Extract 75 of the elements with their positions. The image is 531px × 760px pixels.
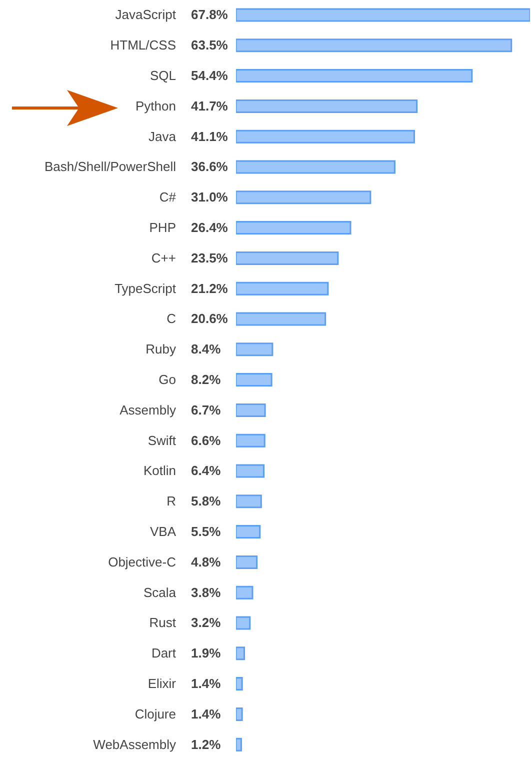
bar [236, 130, 415, 144]
data-label: 23.5% [191, 250, 228, 266]
data-label: 20.6% [191, 311, 228, 326]
y-tick-label: VBA [150, 524, 176, 539]
bar [236, 373, 272, 387]
data-label: 6.7% [191, 402, 222, 418]
bar [236, 677, 243, 691]
data-label: 31.0% [191, 190, 228, 205]
y-tick-label: Dart [151, 646, 176, 661]
bar [236, 221, 352, 235]
data-label: 3.8% [191, 584, 222, 600]
bar [236, 312, 326, 326]
y-tick-label: Java [148, 128, 177, 144]
data-label: 41.1% [191, 128, 228, 144]
bar [236, 38, 512, 52]
y-tick-label: Python [136, 98, 176, 114]
data-label: 5.5% [191, 524, 222, 539]
bar [236, 646, 245, 660]
y-tick-label: C++ [151, 250, 176, 266]
y-tick-label: PHP [149, 220, 176, 235]
data-label: 21.2% [191, 280, 228, 296]
bar [236, 616, 251, 630]
data-label: 5.8% [191, 494, 222, 509]
y-tick-label: Bash/Shell/PowerShell [44, 159, 176, 174]
y-tick-label: Objective-C [108, 554, 176, 570]
data-label: 3.2% [191, 615, 222, 630]
bar [236, 403, 266, 417]
bar [236, 738, 242, 752]
bar [236, 707, 243, 721]
bar [236, 99, 418, 113]
y-tick-label: JavaScript [115, 7, 176, 22]
y-tick-label: Rust [149, 615, 176, 630]
y-tick-label: Swift [148, 432, 176, 448]
bar [236, 8, 530, 22]
y-tick-label: C [166, 311, 176, 326]
data-label: 1.2% [191, 736, 222, 752]
data-label: 26.4% [191, 220, 228, 235]
bar [236, 586, 254, 600]
bar [236, 69, 473, 83]
bar [236, 251, 339, 265]
y-tick-label: Scala [143, 584, 177, 600]
y-tick-label: Elixir [148, 676, 177, 691]
y-tick-label: Go [158, 372, 176, 387]
y-tick-label: Clojure [134, 706, 176, 722]
data-label: 54.4% [191, 68, 228, 83]
data-label: 8.4% [191, 342, 222, 357]
data-label: 4.8% [191, 554, 222, 570]
data-label: 41.7% [191, 98, 228, 114]
data-label: 1.4% [191, 676, 222, 691]
bar [236, 282, 329, 296]
y-tick-label: R [166, 494, 176, 509]
y-tick-label: Kotlin [143, 463, 176, 478]
y-tick-label: Ruby [146, 342, 176, 357]
bar [236, 190, 372, 204]
data-label: 6.6% [191, 432, 222, 448]
data-label: 36.6% [191, 159, 228, 174]
y-tick-label: C# [159, 190, 177, 205]
bar [236, 434, 266, 448]
data-label: 1.9% [191, 646, 222, 661]
bar [236, 525, 261, 539]
data-label: 63.5% [191, 38, 228, 53]
bar [236, 464, 264, 478]
data-label: 8.2% [191, 372, 222, 387]
y-tick-label: WebAssembly [93, 736, 176, 752]
bar [236, 160, 396, 174]
y-tick-label: TypeScript [114, 280, 176, 296]
bar [236, 342, 274, 356]
data-label: 6.4% [191, 463, 222, 478]
data-label: 67.8% [191, 7, 228, 22]
y-tick-label: HTML/CSS [110, 38, 176, 53]
bar [236, 555, 258, 569]
bar [236, 494, 262, 508]
data-label: 1.4% [191, 706, 222, 722]
y-tick-label: Assembly [120, 402, 176, 418]
y-tick-label: SQL [150, 68, 176, 83]
